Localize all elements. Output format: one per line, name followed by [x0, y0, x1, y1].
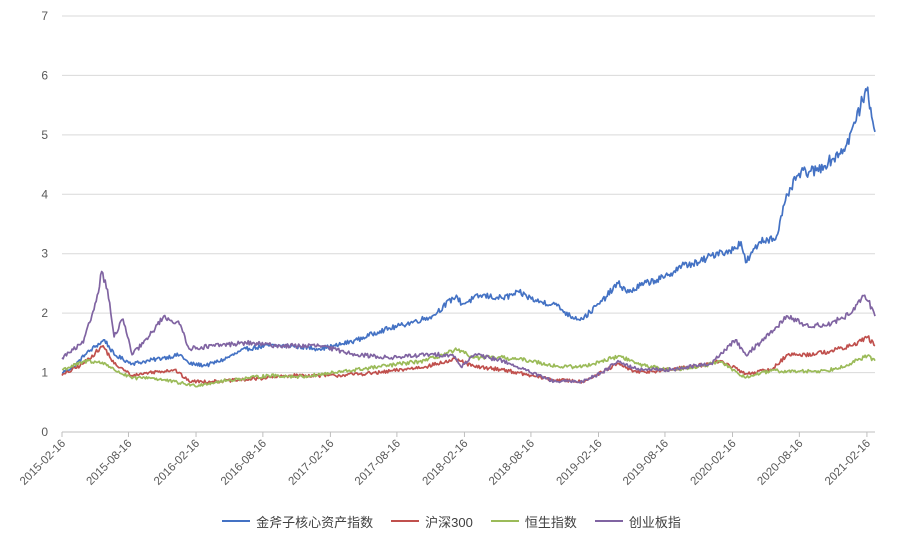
- legend-item: 恒生指数: [490, 512, 577, 531]
- x-tick-label: 2015-02-16: [18, 438, 68, 488]
- y-tick-label: 6: [41, 68, 48, 82]
- legend-item: 金斧子核心资产指数: [222, 512, 373, 531]
- x-axis: 2015-02-16 2015-08-16 2016-02-16 2016-08-16…: [18, 432, 873, 488]
- x-tick-label: 2018-08-16: [487, 438, 537, 488]
- y-tick-label: 2: [41, 306, 48, 320]
- legend-swatch: [490, 520, 519, 522]
- series-line-4: [61, 270, 876, 384]
- legend-label: 金斧子核心资产指数: [256, 514, 374, 530]
- legend: 金斧子核心资产指数 沪深300 恒生指数 创业板指: [0, 510, 903, 532]
- y-tick-label: 1: [41, 366, 48, 380]
- y-tick-label: 0: [41, 425, 48, 439]
- series-line-2: [61, 335, 876, 384]
- legend-swatch: [391, 520, 420, 522]
- x-tick-label: 2015-08-16: [85, 438, 135, 488]
- series-lines: [61, 86, 876, 388]
- series-line-3: [61, 347, 876, 388]
- legend-label: 恒生指数: [524, 514, 577, 530]
- y-tick-label: 4: [41, 187, 48, 201]
- x-tick-label: 2020-02-16: [689, 438, 739, 488]
- series-line-1: [61, 86, 876, 374]
- grid-lines: [62, 15, 875, 433]
- x-tick-label: 2019-02-16: [555, 438, 605, 488]
- legend-swatch: [222, 520, 251, 522]
- x-tick-label: 2016-08-16: [219, 438, 269, 488]
- x-tick-label: 2016-02-16: [152, 438, 202, 488]
- x-tick-label: 2017-02-16: [286, 438, 336, 488]
- y-axis: 0 1 2 3 4 5 6 7: [41, 9, 48, 439]
- legend-swatch: [594, 520, 623, 522]
- x-tick-label: 2017-08-16: [353, 438, 403, 488]
- x-tick-label: 2021-02-16: [823, 438, 873, 488]
- x-tick-label: 2018-02-16: [420, 438, 470, 488]
- y-tick-label: 3: [41, 247, 48, 261]
- legend-item: 创业板指: [594, 512, 681, 531]
- y-tick-label: 7: [41, 9, 48, 23]
- legend-label: 创业板指: [628, 514, 681, 530]
- x-tick-label: 2020-08-16: [755, 438, 805, 488]
- legend-label: 沪深300: [425, 514, 473, 530]
- legend-item: 沪深300: [391, 512, 473, 531]
- x-tick-label: 2019-08-16: [621, 438, 671, 488]
- y-tick-label: 5: [41, 128, 48, 142]
